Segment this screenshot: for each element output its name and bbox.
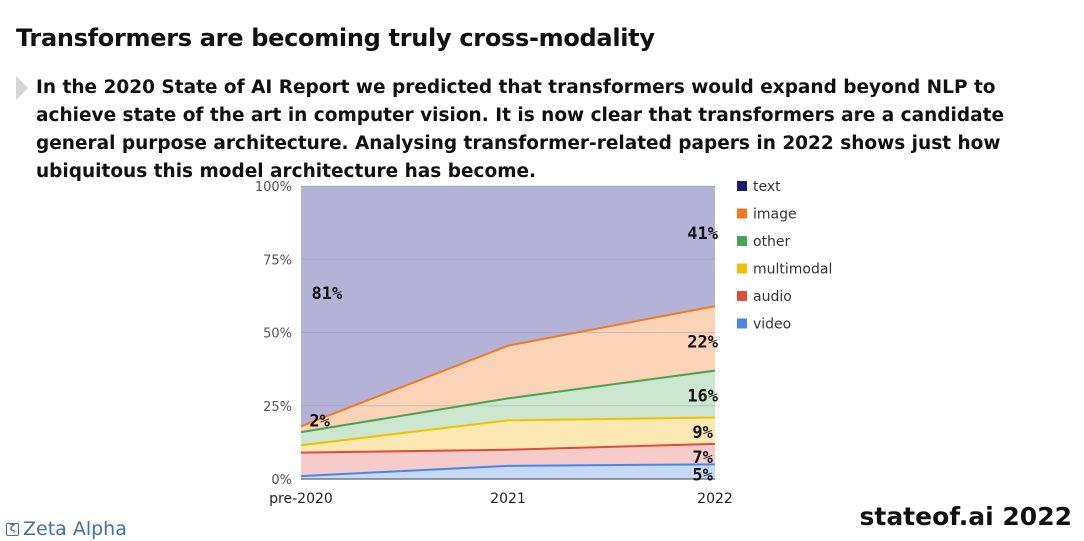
area-multimodal <box>301 417 715 453</box>
y-tick-label: 100% <box>255 180 292 195</box>
y-tick-label: 0% <box>271 473 292 488</box>
series-line-video <box>300 463 716 478</box>
series-line-audio <box>300 442 716 454</box>
y-tick-label: 25% <box>263 400 292 415</box>
legend-label-other: other <box>753 234 791 250</box>
data-label: 22% <box>687 332 718 352</box>
data-label: 7% <box>692 448 713 468</box>
legend-label-multimodal: multimodal <box>753 262 832 278</box>
bullet-arrow-icon <box>16 76 28 100</box>
legend-label-video: video <box>753 317 791 333</box>
footer-brand: ζ Zeta Alpha <box>6 518 127 540</box>
x-tick-label: pre-2020 <box>269 491 333 507</box>
series-line-image <box>300 305 716 428</box>
slide-title: Transformers are becoming truly cross-mo… <box>16 24 655 52</box>
data-label: 9% <box>692 423 713 443</box>
data-label: 5% <box>692 466 713 486</box>
footer-brand-label: Zeta Alpha <box>23 518 127 540</box>
y-tick-label: 75% <box>263 253 292 268</box>
area-text <box>301 186 715 427</box>
data-label: 41% <box>687 224 718 244</box>
legend-label-audio: audio <box>753 289 792 305</box>
series-line-other <box>300 369 716 434</box>
legend-swatch-multimodal <box>737 263 747 274</box>
legend-swatch-audio <box>737 291 747 301</box>
legend-swatch-text <box>737 181 747 191</box>
zeta-alpha-logo-icon: ζ <box>6 522 19 536</box>
legend-swatch-video <box>737 318 747 329</box>
x-tick-label: 2022 <box>697 491 733 507</box>
legend-label-image: image <box>753 207 797 223</box>
footer-site: stateof.ai 2022 <box>859 502 1072 531</box>
legend-swatch-other <box>737 236 747 246</box>
area-video <box>301 464 715 479</box>
x-tick-label: 2021 <box>490 491 526 507</box>
area-image <box>301 306 715 433</box>
data-label: 81% <box>312 284 343 304</box>
series-line-multimodal <box>300 416 716 447</box>
legend-swatch-image <box>737 208 747 219</box>
data-label: 2% <box>309 411 330 431</box>
y-tick-label: 50% <box>263 327 292 342</box>
data-label: 16% <box>687 386 718 406</box>
legend-label-text: text <box>753 179 781 195</box>
area-other <box>301 370 715 446</box>
intro-text: In the 2020 State of AI Report we predic… <box>36 77 1005 182</box>
